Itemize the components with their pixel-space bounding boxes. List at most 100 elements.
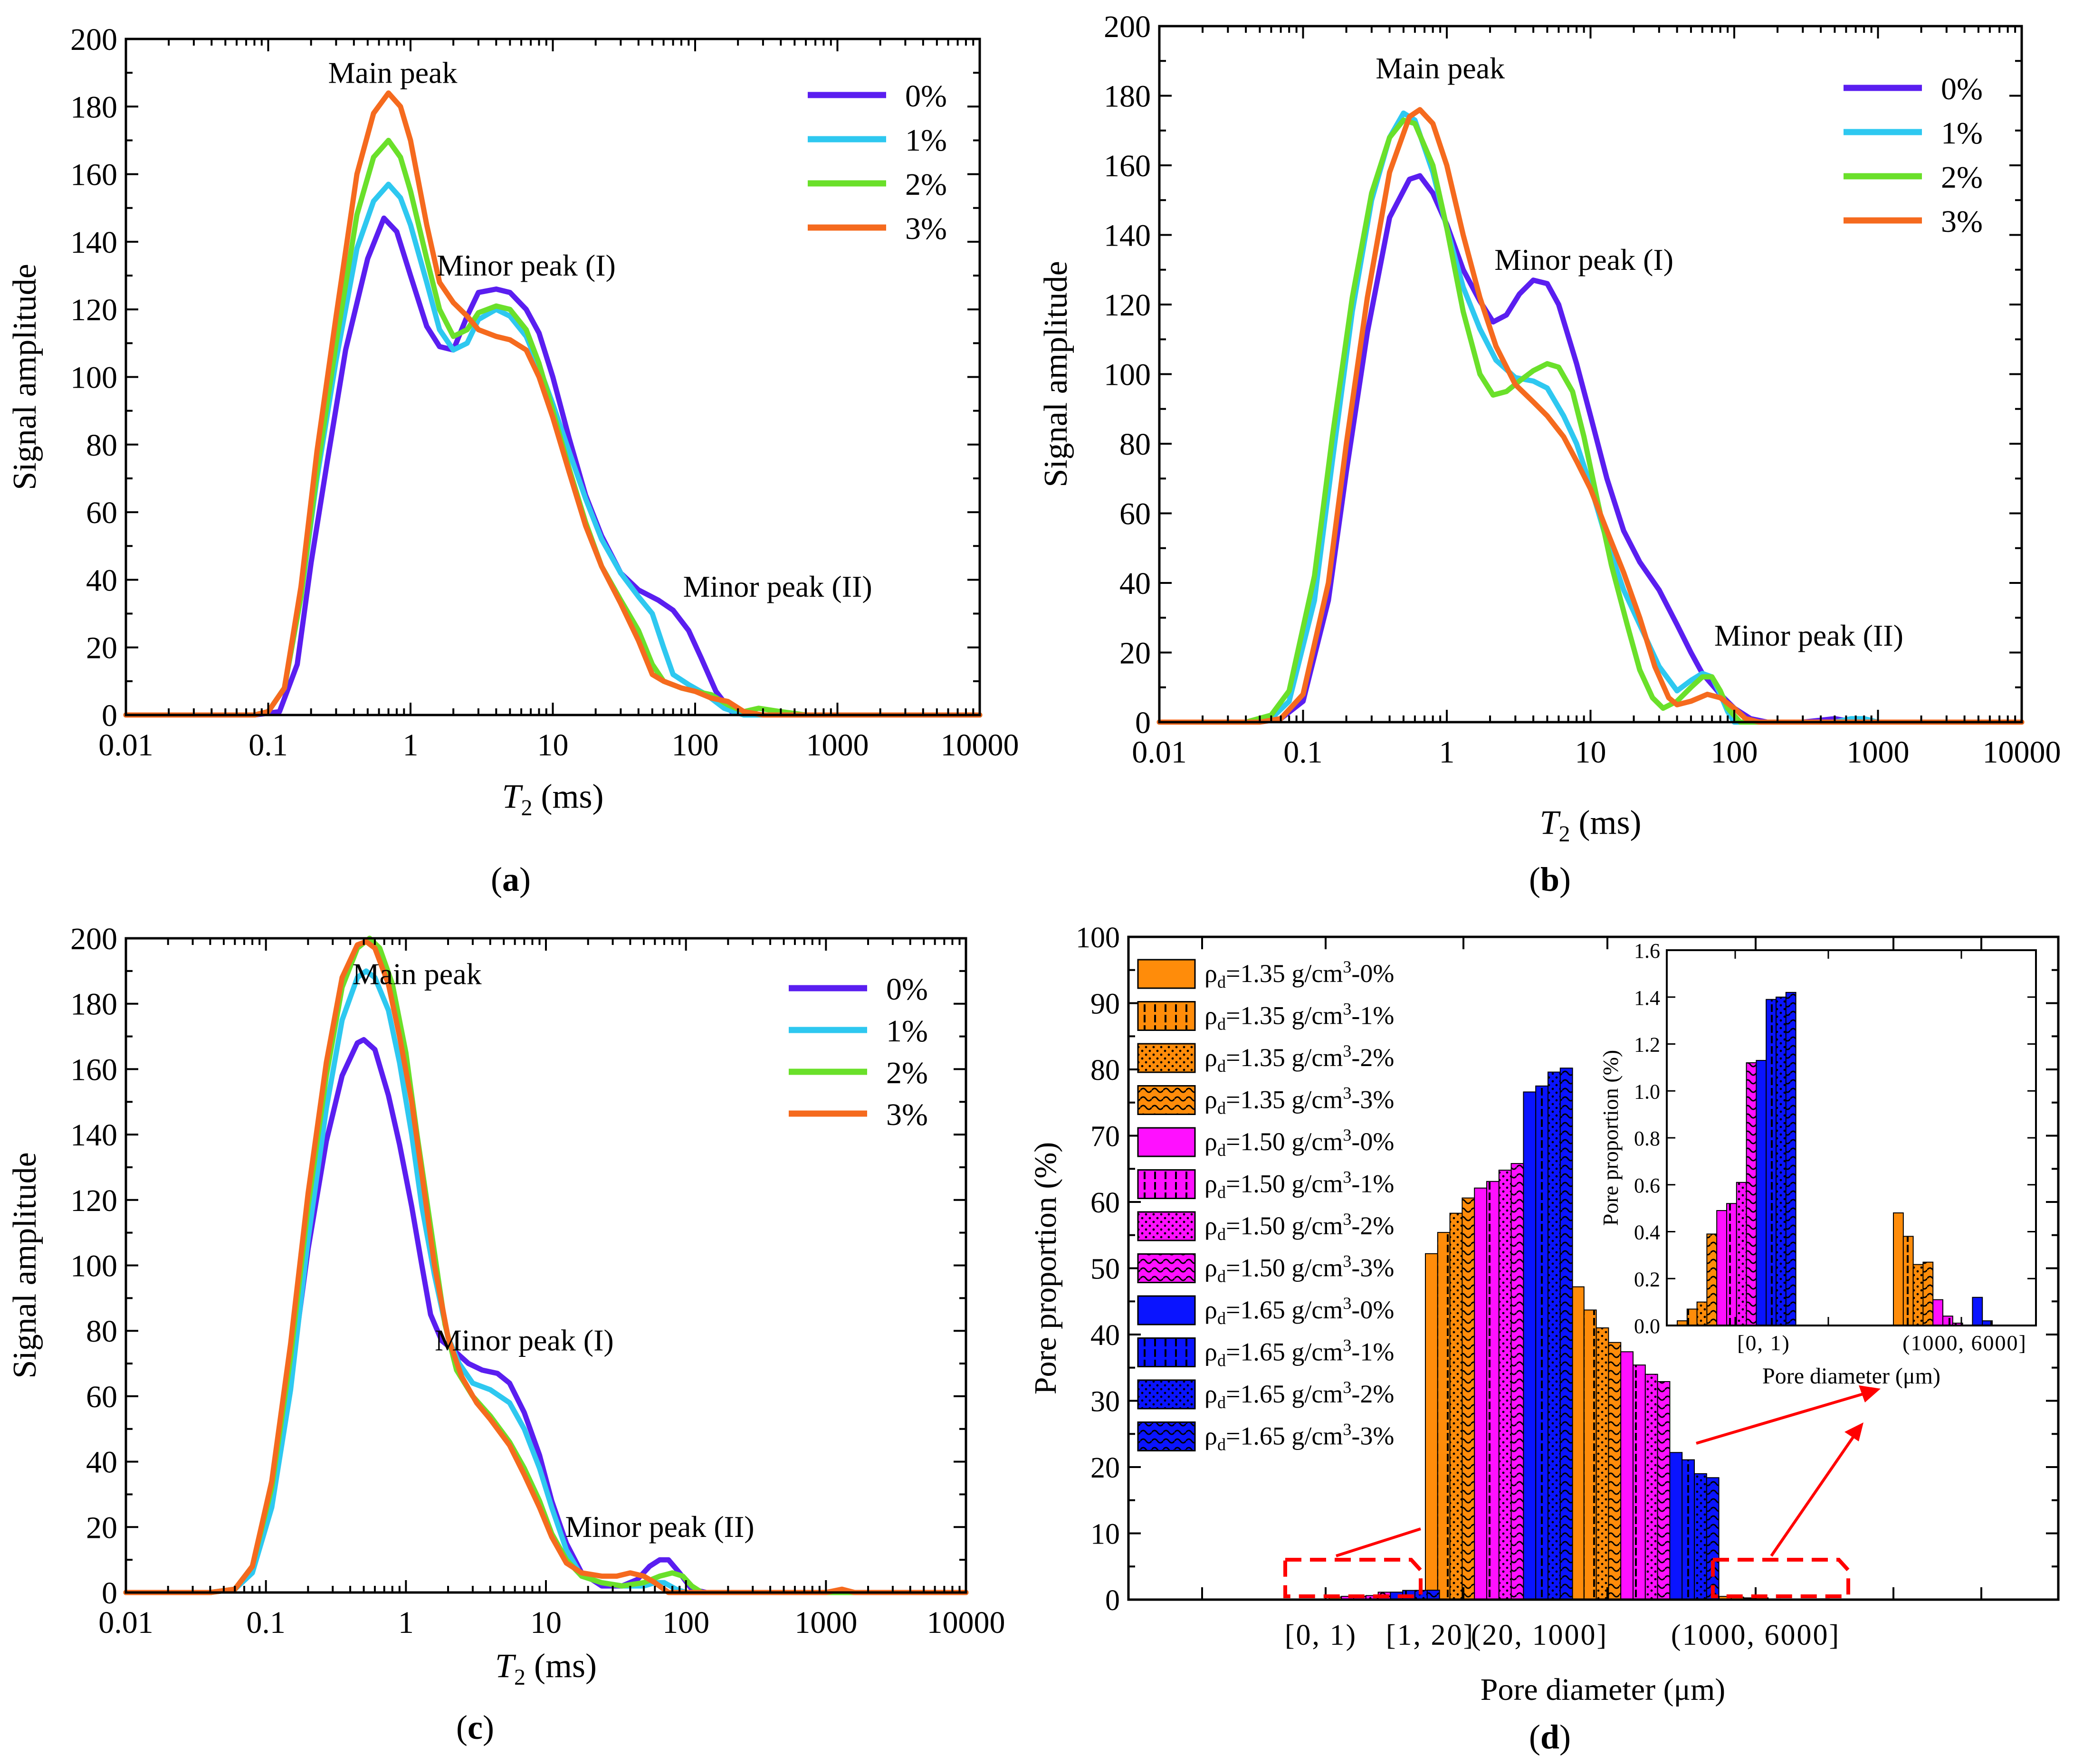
y-tick-label: 50 <box>1090 1253 1120 1286</box>
y-tick-label: 200 <box>1104 10 1151 44</box>
legend-density: =1.50 g/cm <box>1226 1254 1343 1282</box>
legend-density: =1.65 g/cm <box>1226 1380 1343 1408</box>
y-tick-label: 140 <box>70 225 117 260</box>
legend-density: =1.65 g/cm <box>1226 1296 1343 1324</box>
legend-exp: 3 <box>1343 1000 1351 1019</box>
caption-paren: ( <box>1529 1718 1540 1756</box>
legend-exp: 3 <box>1343 1041 1351 1060</box>
legend-label: 3% <box>905 211 947 246</box>
bar <box>1437 1232 1451 1600</box>
series-line-0% <box>123 1037 969 1595</box>
highlight-box-right <box>1711 1558 1850 1598</box>
bar <box>1657 1381 1671 1600</box>
legend-pct: -0% <box>1351 1127 1394 1156</box>
inset-bar <box>1785 992 1796 1326</box>
legend-pct: -1% <box>1351 1001 1394 1030</box>
x-axis-label-main: T <box>495 1647 516 1685</box>
legend-rho-sub: d <box>1217 1057 1226 1076</box>
x-tick-label: 1000 <box>1847 735 1910 770</box>
y-tick-label: 60 <box>1090 1187 1120 1219</box>
legend-rho: ρ <box>1204 1211 1217 1240</box>
x-tick-label: 0.1 <box>248 728 288 763</box>
bar <box>1682 1459 1695 1601</box>
panel-caption: (a) <box>491 860 531 898</box>
y-tick-label: 40 <box>86 563 117 598</box>
x-axis-label: T2 (ms) <box>502 777 603 820</box>
inset-bar <box>1776 996 1787 1326</box>
y-tick-label: 0 <box>102 1576 117 1611</box>
y-tick-label: 30 <box>1090 1386 1120 1418</box>
inset-bar <box>1932 1299 1943 1326</box>
x-axis-label-main: T <box>1539 803 1561 841</box>
inset-y-tick-label: 1.0 <box>1634 1080 1660 1103</box>
bar <box>1644 1373 1658 1600</box>
y-tick-label: 0 <box>102 698 117 733</box>
legend-density: =1.35 g/cm <box>1226 959 1343 988</box>
inset-y-tick-label: 0.0 <box>1634 1315 1660 1338</box>
legend-label: ρd=1.65 g/cm3-3% <box>1204 1420 1394 1454</box>
inset: 0.0 0.2 0.4 0.6 0.8 1.0 1.2 1.4 1.6 [0, 1) (1000, … <box>1598 939 2037 1389</box>
legend-swatch <box>1137 1379 1196 1410</box>
y-axis-label: Signal amplitude <box>7 264 43 490</box>
caption-paren: ( <box>1529 860 1540 898</box>
legend-exp: 3 <box>1343 1336 1351 1355</box>
legend-exp: 3 <box>1343 1294 1351 1313</box>
caption-paren: ) <box>1559 1718 1571 1756</box>
legend-density: =1.50 g/cm <box>1226 1127 1343 1156</box>
inset-bar <box>1902 1236 1914 1326</box>
y-tick-label: 40 <box>1090 1319 1120 1352</box>
y-tick-label: 120 <box>70 1183 117 1218</box>
legend-pct: -3% <box>1351 1422 1394 1450</box>
x-axis-label-sub: 2 <box>521 795 533 820</box>
y-tick-label: 90 <box>1090 988 1120 1020</box>
legend-rho: ρ <box>1204 959 1217 988</box>
bar <box>1426 1590 1440 1600</box>
annotation: Main peak <box>1376 51 1505 85</box>
y-tick-label: 60 <box>1119 497 1151 532</box>
legend-label: ρd=1.50 g/cm3-0% <box>1204 1125 1394 1160</box>
legend-rho: ρ <box>1204 1001 1217 1030</box>
inset-bar <box>1972 1297 1983 1326</box>
y-axis-label: Signal amplitude <box>1038 261 1074 487</box>
annotation: Minor peak (I) <box>437 248 616 282</box>
legend-exp: 3 <box>1343 957 1351 976</box>
legend-rho-sub: d <box>1217 1099 1226 1118</box>
legend-exp: 3 <box>1343 1252 1351 1271</box>
bar <box>1608 1342 1622 1600</box>
bar <box>1425 1253 1438 1601</box>
legend-rho-sub: d <box>1217 1435 1226 1454</box>
legend-label: ρd=1.65 g/cm3-0% <box>1204 1294 1394 1328</box>
pointer-arrow <box>1770 1433 1857 1557</box>
legend-rho: ρ <box>1204 1422 1217 1450</box>
x-tick-label: 1 <box>403 728 419 763</box>
y-tick-label: 120 <box>70 293 117 327</box>
caption-paren: ( <box>456 1708 468 1746</box>
x-tick-label: 0.1 <box>1283 735 1323 770</box>
legend-label: ρd=1.35 g/cm3-3% <box>1204 1084 1394 1118</box>
legend-label: ρd=1.65 g/cm3-2% <box>1204 1378 1394 1412</box>
inset-y-tick-label: 1.2 <box>1634 1033 1660 1057</box>
panel-caption: (d) <box>1529 1718 1571 1756</box>
y-tick-label: 80 <box>1119 427 1151 462</box>
x-tick-label: 0.1 <box>246 1605 286 1640</box>
legend-rho-sub: d <box>1217 1393 1226 1412</box>
legend-swatch <box>1137 1127 1196 1157</box>
bar <box>1669 1452 1683 1601</box>
y-tick-label: 0 <box>1105 1584 1120 1617</box>
legend-pct: -2% <box>1351 1380 1394 1408</box>
x-tick-label: 100 <box>662 1605 709 1640</box>
legend-swatch <box>1137 1043 1196 1073</box>
y-tick-label: 40 <box>86 1445 117 1480</box>
x-axis-label-unit: (ms) <box>526 1647 597 1685</box>
x-axis-label-unit: (ms) <box>1570 803 1642 841</box>
inset-x-tick-label: (1000, 6000] <box>1902 1331 2027 1355</box>
bar <box>1620 1351 1634 1600</box>
bar <box>1498 1170 1512 1601</box>
x-tick-label: 0.01 <box>1132 735 1187 770</box>
x-tick-label: 1000 <box>794 1605 857 1640</box>
inset-bar <box>1756 1060 1767 1326</box>
legend-label: 3% <box>886 1097 928 1132</box>
panel-c: 0.01 0.1 1 10 100 1000 10000 0 20 40 60 80 100 120 140… <box>7 922 1005 1746</box>
x-tick-label: 0.01 <box>98 1605 153 1640</box>
x-tick-label: 100 <box>1711 735 1758 770</box>
